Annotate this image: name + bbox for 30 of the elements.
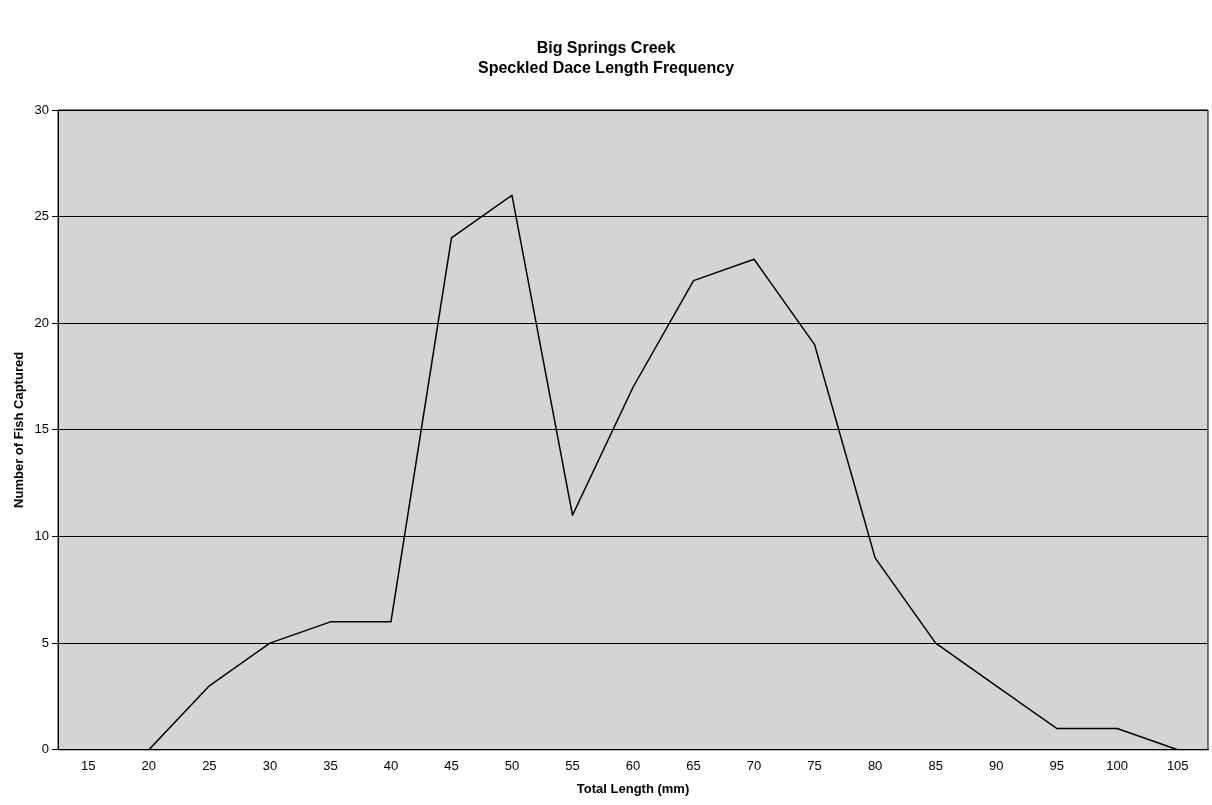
x-tick-label: 55: [565, 758, 580, 774]
y-tick-label: 20: [34, 314, 50, 330]
chart-subtitle: Speckled Dace Length Frequency: [476, 58, 736, 78]
y-axis-title: Number of Fish Captured: [11, 351, 27, 508]
x-tick-label: 25: [202, 758, 217, 774]
y-tick-label: 25: [34, 208, 50, 224]
x-tick-label: 65: [686, 758, 701, 774]
x-tick-label: 75: [807, 758, 822, 774]
x-tick-label: 45: [444, 758, 459, 774]
x-axis-title: Total Length (mm): [576, 780, 690, 796]
y-tick-label: 5: [41, 634, 50, 650]
y-tick-label: 10: [34, 528, 50, 544]
x-tick-label: 50: [504, 758, 520, 774]
x-tick-label: 40: [383, 758, 399, 774]
chart-title: Big Springs Creek: [535, 38, 677, 58]
x-tick-label: 20: [141, 758, 157, 774]
x-tick-label: 90: [988, 758, 1004, 774]
x-tick-label: 80: [867, 758, 883, 774]
x-tick-label: 105: [1166, 758, 1189, 774]
x-tick-label: 70: [746, 758, 762, 774]
y-tick-label: 0: [41, 741, 50, 757]
x-tick-label: 15: [81, 758, 96, 774]
x-tick-label: 85: [928, 758, 943, 774]
x-tick-label: 35: [323, 758, 338, 774]
x-tick-label: 100: [1106, 758, 1129, 774]
y-tick-label: 15: [34, 421, 50, 437]
x-tick-label: 60: [625, 758, 641, 774]
x-tick-label: 30: [262, 758, 278, 774]
y-tick-label: 30: [34, 101, 50, 117]
x-tick-label: 95: [1049, 758, 1064, 774]
